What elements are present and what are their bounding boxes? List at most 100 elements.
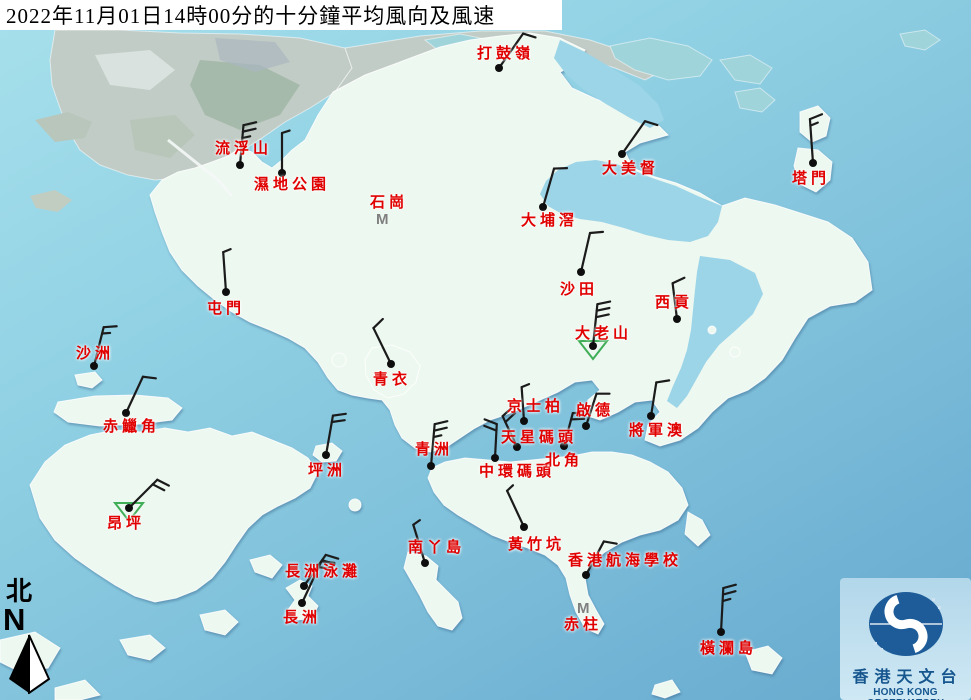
- wind-barb-staff: [541, 167, 556, 209]
- wind-barb-feather: [483, 418, 498, 426]
- station-dot: [589, 342, 597, 350]
- map-lamma-island: [403, 551, 463, 631]
- station-wind-barb: [412, 519, 429, 567]
- wind-barb-staff: [520, 385, 526, 423]
- wind-barb-staff: [124, 375, 145, 415]
- station-wind-barb: [236, 121, 258, 169]
- wind-barb-feather: [324, 553, 340, 560]
- station-dot: [539, 203, 547, 211]
- map-ma-wan: [331, 352, 347, 368]
- wind-barb-feather: [241, 135, 252, 140]
- station-dot: [322, 451, 330, 459]
- station-wind-barb: [560, 411, 587, 450]
- wind-barb-feather: [520, 382, 531, 389]
- wind-barb-feather: [317, 566, 333, 570]
- wind-barb-feather: [571, 411, 587, 415]
- missing-data-symbol: M: [577, 600, 590, 617]
- station-wind-barb: [717, 583, 737, 636]
- station-wind-barb: [300, 553, 340, 590]
- compass-north: 北 N: [3, 577, 55, 695]
- wind-barb-staff: [584, 392, 598, 428]
- station-missing-marker: M: [577, 600, 590, 617]
- station-dot: [90, 362, 98, 370]
- station-dot: [122, 409, 130, 417]
- map-se-islet: [651, 679, 681, 699]
- station-dot: [421, 559, 429, 567]
- map-shenzhen-area: [30, 29, 661, 212]
- compass-needle-icon: [9, 635, 51, 695]
- wind-barb-feather: [242, 121, 258, 127]
- wind-barb-feather: [372, 317, 384, 330]
- wind-barb-feather: [594, 313, 610, 319]
- wind-barb-feather: [809, 121, 819, 127]
- station-wind-barb: [520, 382, 531, 425]
- station-dot: [300, 582, 308, 590]
- station-wind-barb: [618, 120, 659, 158]
- wind-barb-feather: [151, 483, 166, 492]
- wind-barb-feather: [501, 406, 514, 418]
- wind-barb-feather: [320, 560, 336, 564]
- wind-barb-feather: [483, 424, 498, 432]
- map-grass-island: [793, 147, 833, 193]
- wind-barb-staff: [671, 282, 679, 321]
- map-shek-o: [684, 511, 711, 547]
- wind-barb-feather: [808, 113, 824, 121]
- station-dot: [491, 454, 499, 462]
- map-title: 2022年11月01日14時00分的十分鐘平均風向及風速: [6, 4, 496, 28]
- missing-data-symbol: M: [376, 211, 389, 228]
- green-triangle-marker: [112, 502, 146, 523]
- wind-barb-feather: [521, 32, 537, 39]
- station-wind-barb: [427, 420, 449, 470]
- wind-barb-staff: [372, 326, 393, 366]
- wind-barb-feather: [602, 540, 618, 545]
- station-wind-barb: [495, 32, 537, 72]
- wind-barb-feather: [222, 248, 232, 254]
- station-dot: [809, 159, 817, 167]
- wind-barb-feather: [595, 306, 611, 312]
- wind-barb-staff: [620, 120, 647, 156]
- map-hei-ling-chau: [249, 554, 283, 579]
- wind-barb-staff: [501, 415, 519, 449]
- station-wind-barb: [576, 300, 612, 361]
- station-dot: [577, 268, 585, 276]
- station-wind-barb: [222, 248, 232, 296]
- station-dot: [298, 599, 306, 607]
- wind-barb-feather: [101, 331, 112, 335]
- station-wind-barb: [582, 540, 618, 579]
- station-wind-barb: [298, 560, 336, 607]
- wind-barb-feather: [722, 583, 737, 590]
- wind-barb-staff: [505, 489, 526, 529]
- map-tsing-yi: [364, 344, 421, 399]
- station-dot: [495, 64, 503, 72]
- map-soko-islands: [119, 634, 166, 661]
- wind-barb-staff: [584, 540, 605, 577]
- wind-barb-feather: [412, 519, 421, 526]
- wind-barb-feather: [280, 129, 291, 135]
- station-dot: [673, 315, 681, 323]
- map-airport-island: [53, 394, 183, 427]
- wind-barb-feather: [141, 375, 157, 380]
- station-wind-barb: [647, 379, 671, 420]
- station-dot: [520, 417, 528, 425]
- station-wind-barb: [505, 484, 528, 531]
- station-wind-barb: [122, 375, 157, 417]
- compass-north-label-zh: 北: [6, 577, 33, 606]
- station-wind-barb: [372, 317, 395, 368]
- wind-barb-feather: [570, 417, 586, 421]
- wind-barb-feather: [505, 484, 515, 492]
- station-wind-barb: [582, 392, 611, 430]
- map-inner-waters: [540, 40, 763, 408]
- station-dot: [582, 422, 590, 430]
- station-dot: [582, 571, 590, 579]
- map-shek-kwu-chau: [199, 609, 239, 636]
- wind-barb-staff: [412, 523, 427, 565]
- wind-barb-staff: [649, 381, 658, 418]
- station-dot: [278, 169, 286, 177]
- title-bar: 2022年11月01日14時00分的十分鐘平均風向及風速: [0, 0, 562, 30]
- wind-barb-staff: [497, 32, 525, 70]
- station-dot: [520, 523, 528, 531]
- station-wind-barb: [671, 276, 686, 323]
- wind-barb-feather: [721, 590, 737, 596]
